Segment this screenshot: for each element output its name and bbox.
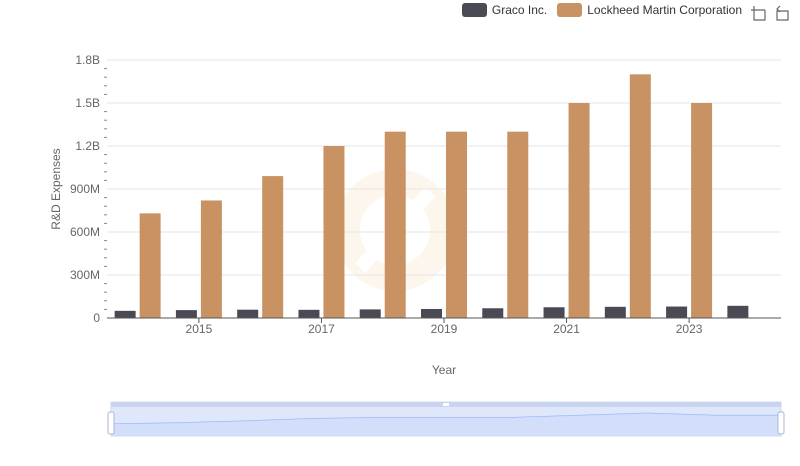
y-axis-label: R&D Expenses <box>49 148 63 229</box>
bar-graco[interactable] <box>298 309 320 318</box>
bar-lockheed[interactable] <box>262 176 284 318</box>
data-zoom-slider[interactable] <box>107 401 785 437</box>
restore-icon[interactable] <box>774 5 790 21</box>
bar-lockheed[interactable] <box>507 131 529 318</box>
slider-center-grip[interactable] <box>443 403 449 406</box>
legend: Graco Inc. Lockheed Martin Corporation <box>461 3 742 17</box>
bar-graco[interactable] <box>604 306 626 318</box>
axes: 0 300M 600M 900M 1.2B 1.5B 1.8B 2015 2017 2019 202… <box>70 53 781 336</box>
bar-lockheed[interactable] <box>446 131 467 318</box>
bar-graco[interactable] <box>543 307 565 318</box>
bar-lockheed[interactable] <box>323 146 345 318</box>
bar-graco[interactable] <box>359 309 381 318</box>
slider-handle-right[interactable] <box>777 411 785 435</box>
x-axis-label: Year <box>432 363 456 377</box>
bar-lockheed[interactable] <box>629 74 651 318</box>
toolbox <box>750 5 790 21</box>
legend-item-lockheed[interactable]: Lockheed Martin Corporation <box>557 3 742 17</box>
bar-graco[interactable] <box>175 310 197 318</box>
y-tick-label: 300M <box>70 268 100 282</box>
y-tick-label: 0 <box>93 311 100 325</box>
x-tick-label: 2017 <box>308 322 335 336</box>
bar-lockheed[interactable] <box>568 103 590 318</box>
x-tick-label: 2023 <box>676 322 703 336</box>
legend-label-lockheed: Lockheed Martin Corporation <box>587 3 742 17</box>
bar-graco[interactable] <box>482 308 504 318</box>
y-tick-label: 600M <box>70 225 100 239</box>
bar-lockheed[interactable] <box>139 213 161 318</box>
slider-handle-left[interactable] <box>107 411 115 435</box>
x-tick-label: 2021 <box>553 322 580 336</box>
bar-lockheed[interactable] <box>200 200 222 318</box>
x-tick-label: 2019 <box>431 322 458 336</box>
bar-graco[interactable] <box>237 309 259 318</box>
y-tick-label: 1.5B <box>75 96 100 110</box>
y-tick-label: 1.2B <box>75 139 100 153</box>
y-tick-label: 1.8B <box>75 53 100 67</box>
y-tick-label: 900M <box>70 182 100 196</box>
bar-graco[interactable] <box>421 308 442 318</box>
slider-preview-area <box>111 413 781 436</box>
zoom-icon[interactable] <box>750 5 766 21</box>
bar-graco[interactable] <box>727 305 749 318</box>
x-tick-label: 2015 <box>186 322 213 336</box>
bar-graco[interactable] <box>114 310 136 318</box>
legend-item-graco[interactable]: Graco Inc. <box>461 3 548 17</box>
bar-graco[interactable] <box>666 306 688 318</box>
bar-lockheed[interactable] <box>384 131 406 318</box>
bars <box>114 74 749 318</box>
bar-lockheed[interactable] <box>691 103 713 318</box>
legend-swatch-graco <box>461 3 487 17</box>
legend-label-graco: Graco Inc. <box>491 3 548 17</box>
legend-swatch-lockheed <box>557 3 583 17</box>
